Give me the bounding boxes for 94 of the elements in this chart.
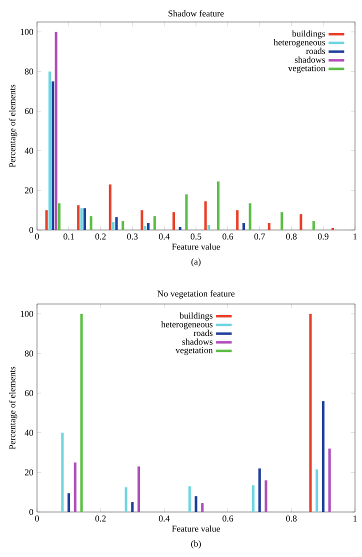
bar	[178, 227, 182, 230]
bar	[328, 448, 331, 512]
x-tick-label: 0.8	[286, 234, 297, 240]
bar	[77, 205, 80, 230]
bar	[58, 203, 61, 230]
bar	[300, 214, 302, 230]
bar	[204, 201, 207, 230]
bar	[115, 217, 118, 230]
y-axis-title: Percentage of elements	[8, 84, 18, 168]
y-tick-label: 100	[20, 310, 34, 317]
x-tick-label: 0.4	[158, 234, 170, 240]
bar	[185, 194, 188, 230]
legend-label: vegetation	[176, 347, 213, 356]
bar	[80, 208, 83, 230]
y-tick-label: 40	[24, 430, 34, 436]
bar	[153, 216, 156, 230]
bar	[52, 81, 54, 230]
bar	[312, 221, 315, 230]
y-tick-label: 60	[24, 108, 34, 114]
bar	[207, 225, 210, 230]
x-tick-label: 0.3	[127, 234, 138, 240]
chart-title: No vegetation feature	[157, 290, 235, 298]
y-tick-label: 40	[24, 148, 34, 154]
y-tick-label: 0	[29, 508, 34, 516]
bar	[61, 432, 64, 512]
legend-label: shadows	[182, 338, 213, 345]
bar	[280, 212, 284, 230]
x-tick-label: 0	[35, 234, 39, 240]
bar	[172, 212, 176, 230]
x-tick-label: 1	[354, 234, 357, 240]
x-tick-label: 0.5	[190, 234, 202, 240]
bar	[322, 401, 324, 512]
x-tick-label: 0.6	[222, 516, 234, 522]
legend-label: heterogeneous	[274, 39, 326, 48]
bar	[45, 210, 48, 230]
bar	[108, 184, 112, 230]
bar	[309, 314, 312, 512]
bar	[242, 223, 245, 230]
bar	[80, 314, 83, 512]
legend-label: buildings	[292, 30, 326, 38]
legend-label: buildings	[179, 312, 213, 321]
bar	[144, 226, 146, 230]
bar	[68, 493, 70, 512]
bar	[83, 208, 86, 230]
bar	[268, 223, 270, 230]
legend-label: heterogeneous	[161, 321, 213, 330]
x-axis-title: Feature value	[172, 525, 220, 532]
bar	[188, 486, 191, 512]
x-tick-label: 0.1	[64, 234, 74, 240]
x-tick-label: 1	[354, 516, 357, 522]
bar	[201, 503, 204, 512]
y-tick-label: 80	[24, 68, 34, 75]
x-tick-label: 0.8	[286, 516, 297, 522]
bar	[248, 203, 252, 230]
y-tick-label: 20	[24, 469, 34, 476]
x-tick-label: 0.4	[158, 516, 170, 522]
bar	[258, 468, 261, 512]
y-tick-label: 80	[24, 350, 34, 357]
x-tick-label: 0	[35, 516, 39, 522]
text: (b)	[191, 540, 201, 549]
x-axis-title: Feature value	[172, 243, 220, 250]
y-tick-label: 20	[24, 187, 34, 194]
y-tick-label: 60	[24, 390, 34, 396]
legend-label: roads	[194, 330, 213, 336]
bar	[252, 485, 255, 512]
x-tick-label: 0.6	[222, 234, 234, 240]
bar	[48, 72, 51, 230]
bar	[236, 210, 239, 230]
bar	[316, 469, 318, 512]
bar	[264, 480, 268, 512]
bar	[112, 222, 115, 230]
y-tick-label: 100	[20, 28, 34, 35]
x-tick-label: 0.2	[95, 516, 106, 522]
legend-label: roads	[306, 48, 326, 54]
bar	[131, 502, 134, 512]
bar	[90, 216, 92, 230]
legend-label: vegetation	[288, 65, 326, 74]
y-tick-label: 0	[29, 226, 34, 234]
bar	[137, 466, 140, 512]
bar	[124, 487, 128, 512]
bar	[216, 181, 220, 230]
chart-title: Shadow feature	[168, 10, 224, 16]
x-tick-label: 0.2	[95, 234, 106, 240]
x-tick-label: 0.7	[254, 234, 265, 240]
legend-label: shadows	[294, 56, 326, 63]
x-tick-label: 0.9	[318, 234, 328, 240]
bar	[122, 221, 124, 230]
text: (a)	[191, 258, 201, 267]
bar	[140, 210, 144, 230]
bar	[194, 496, 198, 512]
y-axis-title: Percentage of elements	[8, 366, 18, 450]
bar	[54, 32, 58, 230]
bar	[147, 223, 150, 230]
bar	[74, 462, 76, 512]
